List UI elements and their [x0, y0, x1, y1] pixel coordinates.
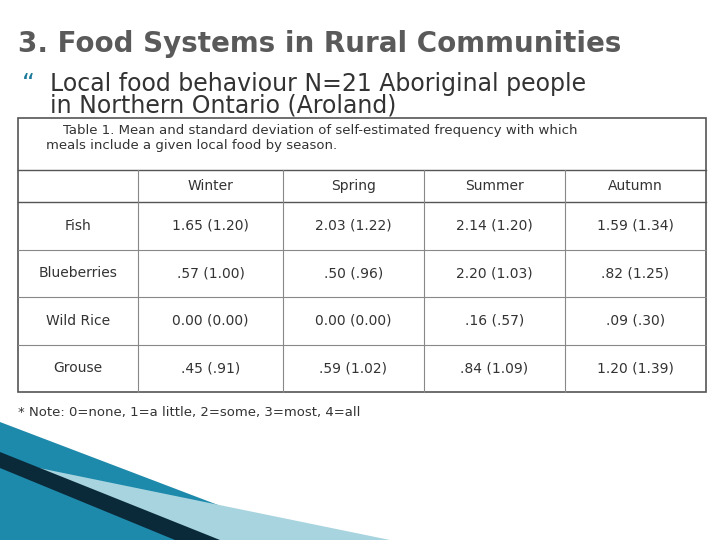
- Text: in Northern Ontario (Aroland): in Northern Ontario (Aroland): [50, 94, 397, 118]
- Text: 1.20 (1.39): 1.20 (1.39): [597, 361, 674, 375]
- Text: Fish: Fish: [65, 219, 91, 233]
- Text: Local food behaviour N=21 Aboriginal people: Local food behaviour N=21 Aboriginal peo…: [50, 72, 586, 96]
- Text: Summer: Summer: [465, 179, 524, 193]
- Text: .82 (1.25): .82 (1.25): [601, 266, 670, 280]
- Text: .50 (.96): .50 (.96): [324, 266, 383, 280]
- Text: Grouse: Grouse: [53, 361, 103, 375]
- Text: .45 (.91): .45 (.91): [181, 361, 240, 375]
- Text: “: “: [22, 72, 35, 96]
- Text: 0.00 (0.00): 0.00 (0.00): [172, 314, 249, 328]
- Text: 3. Food Systems in Rural Communities: 3. Food Systems in Rural Communities: [18, 30, 621, 58]
- Text: Wild Rice: Wild Rice: [46, 314, 110, 328]
- Text: 1.65 (1.20): 1.65 (1.20): [172, 219, 249, 233]
- Text: 2.20 (1.03): 2.20 (1.03): [456, 266, 533, 280]
- Text: 1.59 (1.34): 1.59 (1.34): [597, 219, 674, 233]
- Bar: [18, 118, 706, 392]
- Text: .16 (.57): .16 (.57): [465, 314, 524, 328]
- Text: Spring: Spring: [331, 179, 376, 193]
- Text: 0.00 (0.00): 0.00 (0.00): [315, 314, 392, 328]
- Text: .57 (1.00): .57 (1.00): [176, 266, 245, 280]
- Text: Autumn: Autumn: [608, 179, 663, 193]
- Polygon shape: [0, 452, 220, 540]
- Text: Table 1. Mean and standard deviation of self-estimated frequency with which
meal: Table 1. Mean and standard deviation of …: [46, 124, 577, 152]
- Polygon shape: [0, 468, 175, 540]
- Text: .09 (.30): .09 (.30): [606, 314, 665, 328]
- Polygon shape: [0, 422, 310, 540]
- Text: Blueberries: Blueberries: [39, 266, 117, 280]
- Text: * Note: 0=none, 1=a little, 2=some, 3=most, 4=all: * Note: 0=none, 1=a little, 2=some, 3=mo…: [18, 406, 361, 419]
- Text: 2.03 (1.22): 2.03 (1.22): [315, 219, 392, 233]
- Text: Winter: Winter: [188, 179, 233, 193]
- Text: .84 (1.09): .84 (1.09): [460, 361, 528, 375]
- Text: 2.14 (1.20): 2.14 (1.20): [456, 219, 533, 233]
- Text: .59 (1.02): .59 (1.02): [320, 361, 387, 375]
- Polygon shape: [0, 460, 390, 540]
